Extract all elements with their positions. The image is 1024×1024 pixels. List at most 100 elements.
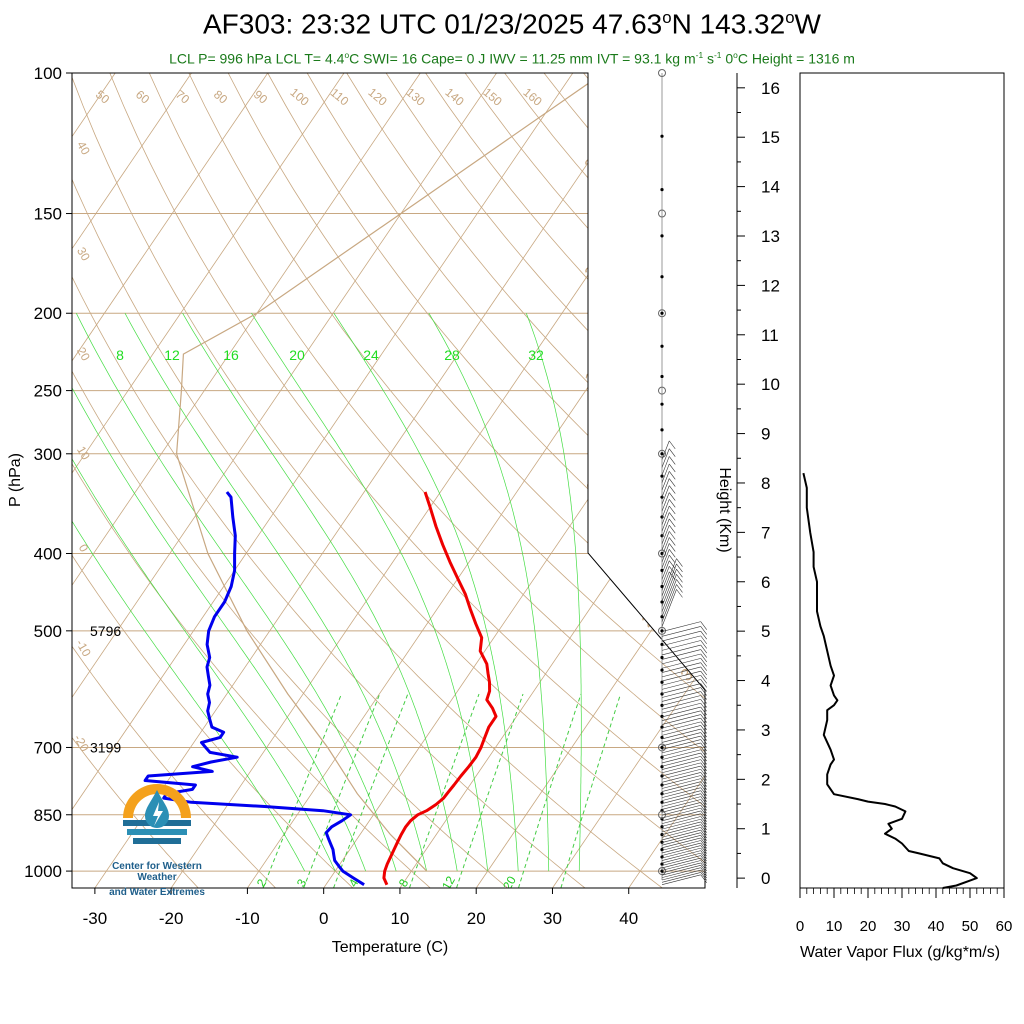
wind-dot — [660, 765, 664, 769]
wind-barb-feather — [700, 852, 707, 862]
isotherm-line — [72, 73, 192, 888]
isotherm-label: 40 — [74, 139, 93, 158]
wind-barb-feather — [700, 784, 707, 793]
wind-barb — [661, 860, 701, 871]
dry-adiabat — [72, 73, 431, 888]
flux-x-axis-label: Water Vapor Flux (g/kg*m/s) — [800, 944, 1000, 961]
wind-barb — [661, 813, 701, 824]
wind-barb — [661, 816, 701, 827]
wind-barb — [661, 749, 701, 760]
wind-barb — [661, 525, 670, 544]
dry-adiabat-label: 50 — [93, 87, 112, 107]
wind-barb — [661, 543, 670, 563]
wind-barb — [661, 621, 701, 632]
calm-circle — [658, 309, 666, 318]
wind-dot — [660, 134, 664, 138]
wind-barb-feather — [700, 683, 707, 692]
isotherm-line — [72, 73, 269, 888]
height-tick-label: 13 — [761, 227, 780, 246]
wind-barb-feather — [669, 463, 676, 473]
isotherm-line — [72, 73, 345, 888]
wind-barb — [661, 579, 677, 617]
height-tick-label: 10 — [761, 375, 780, 394]
flux-x-tick-label: 60 — [996, 918, 1013, 935]
wind-barb — [661, 471, 670, 491]
wind-barb-feather — [700, 706, 707, 716]
dry-adiabat — [267, 73, 705, 888]
wind-barb-feather — [700, 819, 707, 828]
title-part: o — [662, 8, 672, 27]
wind-barb-feather — [700, 816, 707, 825]
subtitle-part: s — [703, 50, 714, 67]
isotherm-label: 10 — [74, 444, 93, 463]
moist-adiabat — [72, 313, 367, 872]
x-tick-label: 40 — [619, 909, 638, 928]
wind-barb-feather — [700, 752, 707, 762]
mixing-ratio-line — [560, 693, 622, 888]
wind-barb — [661, 790, 701, 801]
wind-barb-feather — [700, 832, 707, 841]
wind-barb — [661, 840, 701, 851]
height-tick-label: 1 — [761, 820, 770, 839]
wind-barb-feather — [700, 845, 707, 854]
wind-barb — [661, 787, 701, 798]
wind-barb — [661, 850, 701, 861]
height-tick-label: 15 — [761, 128, 780, 147]
wind-barb — [661, 835, 701, 846]
wind-barb — [661, 649, 701, 660]
wind-barb-feather — [676, 568, 683, 578]
moist-adiabat-label: 24 — [363, 347, 379, 363]
dry-adiabat — [72, 73, 276, 888]
wind-dot — [660, 642, 664, 647]
wind-barb — [661, 456, 670, 476]
subtitle-part: -1 — [695, 50, 704, 60]
wind-barb-feather — [700, 765, 707, 775]
subtitle-part: o — [344, 50, 350, 60]
dry-adiabat-label: 70 — [173, 87, 192, 107]
isotherm-label-right: 10 — [599, 552, 626, 579]
wind-barb-feather — [700, 649, 707, 658]
height-axis-label: Height (Km) — [716, 467, 733, 552]
wind-barb — [661, 702, 701, 714]
y-tick-label: 500 — [34, 622, 62, 641]
height-tick-label: 5 — [761, 622, 770, 641]
wind-barb-feather — [669, 566, 676, 575]
wind-dot — [660, 735, 664, 740]
wind-barb-feather — [700, 793, 707, 802]
wind-barb-feather — [700, 739, 707, 748]
wind-barb-feather — [700, 762, 707, 772]
wind-barb — [661, 518, 670, 538]
wind-dot — [660, 855, 664, 859]
wind-barb — [661, 710, 701, 721]
isotherm-line — [170, 73, 705, 888]
wind-barb-feather — [676, 584, 683, 593]
dry-adiabat-label: 150 — [480, 85, 505, 109]
wind-barb — [661, 549, 670, 569]
y-tick-label: 150 — [34, 205, 62, 224]
wind-barb — [661, 683, 701, 694]
x-tick-label: -30 — [83, 909, 108, 928]
wind-barb-feather — [700, 756, 707, 765]
wind-barb-feather — [700, 855, 707, 864]
wind-barb — [661, 752, 701, 764]
wind-barb — [661, 865, 701, 876]
wind-barb — [661, 855, 701, 866]
dry-adiabat — [622, 73, 705, 888]
moist-adiabat — [333, 313, 519, 872]
dry-adiabat-label: 160 — [520, 85, 545, 109]
wind-barb-feather — [669, 560, 676, 569]
wind-barb — [661, 691, 701, 702]
height-annotation: 5796 — [90, 623, 121, 639]
dry-adiabat — [72, 73, 508, 888]
x-tick-label: 0 — [319, 909, 328, 928]
wind-dot — [660, 774, 664, 778]
moist-adiabat-label: 8 — [116, 347, 124, 363]
calm-circle — [658, 69, 666, 77]
wind-barb — [661, 827, 701, 838]
wind-barb-feather — [669, 571, 676, 580]
wind-barb-feather — [700, 640, 707, 649]
wind-dot — [660, 275, 664, 279]
wind-dot — [660, 680, 664, 684]
moist-adiabat-label: 28 — [444, 347, 460, 363]
wind-barb — [661, 804, 701, 816]
